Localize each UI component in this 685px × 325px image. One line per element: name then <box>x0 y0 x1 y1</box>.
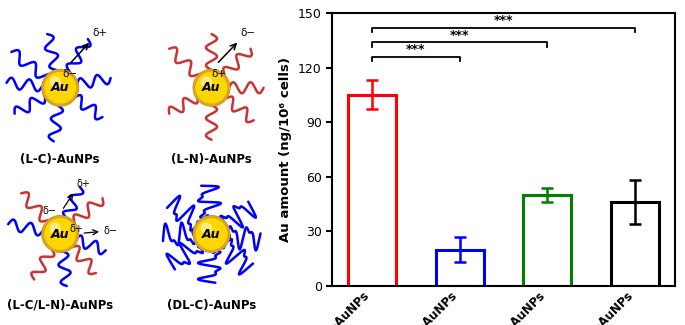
Text: δ−: δ− <box>241 28 256 38</box>
Bar <box>523 195 571 286</box>
Text: δ+: δ+ <box>92 28 108 38</box>
Y-axis label: Au amount (ng/10⁶ cells): Au amount (ng/10⁶ cells) <box>279 57 292 242</box>
Text: (L-C/L-N)-AuNPs: (L-C/L-N)-AuNPs <box>7 299 113 312</box>
Text: δ+: δ+ <box>70 224 84 234</box>
Circle shape <box>50 223 60 233</box>
Circle shape <box>45 219 75 249</box>
Text: Au: Au <box>51 227 69 240</box>
Text: δ+: δ+ <box>77 179 90 189</box>
Circle shape <box>42 216 79 252</box>
Text: δ−: δ− <box>42 206 56 216</box>
Text: ***: *** <box>406 43 425 56</box>
Text: ***: *** <box>450 29 469 42</box>
Circle shape <box>201 77 212 87</box>
Circle shape <box>42 216 78 252</box>
Circle shape <box>50 77 60 87</box>
Circle shape <box>193 216 229 252</box>
Text: Au: Au <box>202 81 221 94</box>
Text: (L-C)-AuNPs: (L-C)-AuNPs <box>21 153 100 166</box>
Text: (L-N)-AuNPs: (L-N)-AuNPs <box>171 153 252 166</box>
Circle shape <box>194 216 229 252</box>
Circle shape <box>45 72 75 103</box>
Circle shape <box>193 70 229 106</box>
Bar <box>348 95 396 286</box>
Circle shape <box>197 219 227 249</box>
Text: Au: Au <box>51 81 69 94</box>
Circle shape <box>42 70 78 106</box>
Circle shape <box>201 223 212 233</box>
Circle shape <box>197 72 227 103</box>
Text: ***: *** <box>494 14 513 27</box>
Circle shape <box>42 70 79 106</box>
Text: (DL-C)-AuNPs: (DL-C)-AuNPs <box>167 299 256 312</box>
Circle shape <box>194 70 229 106</box>
Text: δ−: δ− <box>62 69 77 79</box>
Text: δ+: δ+ <box>212 69 227 79</box>
Bar <box>611 202 659 286</box>
Text: δ−: δ− <box>103 226 117 236</box>
Text: Au: Au <box>202 227 221 240</box>
Bar <box>436 250 484 286</box>
